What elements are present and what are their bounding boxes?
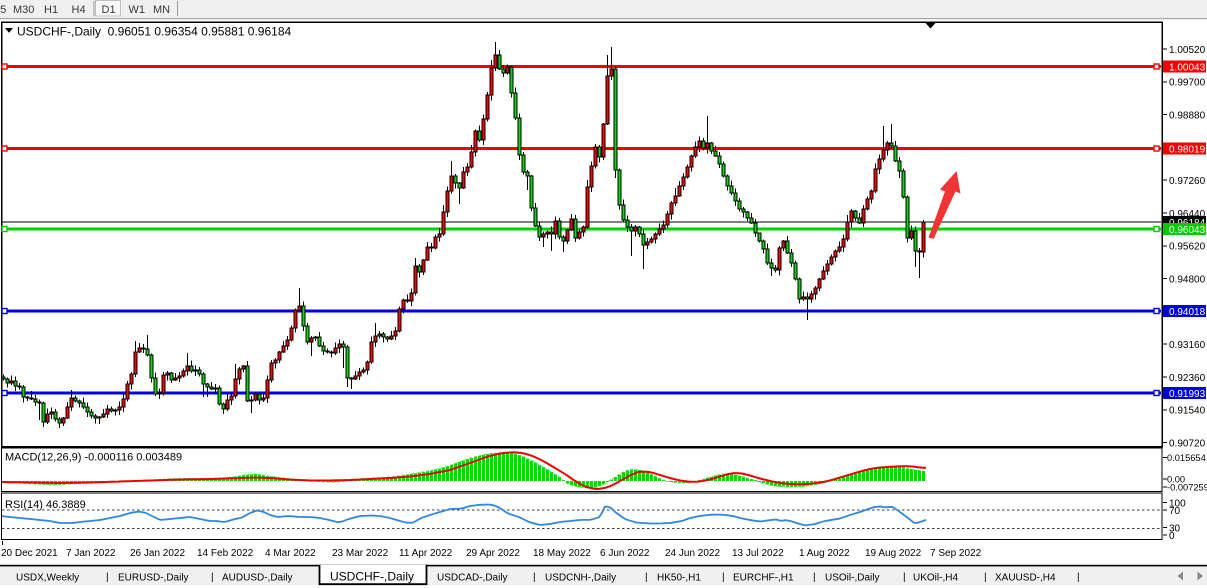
svg-text:11 Apr 2022: 11 Apr 2022: [399, 548, 453, 559]
svg-text:1 Aug 2022: 1 Aug 2022: [799, 548, 850, 559]
svg-text:20 Dec 2021: 20 Dec 2021: [1, 548, 58, 559]
svg-text:USDCAD-,Daily: USDCAD-,Daily: [437, 573, 508, 584]
svg-text:W1: W1: [129, 4, 146, 16]
svg-text:USDCHF-,Daily 0.96051 0.96354: USDCHF-,Daily 0.96051 0.96354 0.95881 0.…: [17, 25, 292, 39]
svg-text:D1: D1: [102, 4, 116, 16]
svg-text:H4: H4: [72, 4, 86, 16]
svg-text:MN: MN: [153, 4, 170, 16]
svg-text:13 Jul 2022: 13 Jul 2022: [732, 548, 784, 559]
svg-text:4 Mar 2022: 4 Mar 2022: [265, 548, 316, 559]
svg-text:0.91540: 0.91540: [1169, 406, 1206, 417]
svg-text:-0.007259: -0.007259: [1167, 482, 1207, 492]
svg-text:|: |: [722, 572, 725, 583]
svg-text:7 Sep 2022: 7 Sep 2022: [930, 548, 982, 559]
svg-text:0.94800: 0.94800: [1169, 274, 1206, 285]
svg-text:XAUUSD-,H4: XAUUSD-,H4: [995, 573, 1056, 584]
svg-text:USDCHF-,Daily: USDCHF-,Daily: [330, 570, 414, 584]
svg-text:0.96043: 0.96043: [1169, 225, 1206, 236]
svg-text:0.92360: 0.92360: [1169, 373, 1206, 384]
svg-text:EURCHF-,H1: EURCHF-,H1: [733, 573, 794, 584]
svg-text:HK50-,H1: HK50-,H1: [657, 573, 701, 584]
svg-text:70: 70: [1169, 506, 1181, 517]
svg-text:UKOil-,H4: UKOil-,H4: [913, 573, 958, 584]
svg-text:18 May 2022: 18 May 2022: [533, 548, 591, 559]
svg-text:|: |: [106, 572, 109, 583]
svg-text:USDCNH-,Daily: USDCNH-,Daily: [545, 573, 616, 584]
svg-text:|: |: [533, 572, 536, 583]
svg-text:0.91993: 0.91993: [1169, 389, 1206, 400]
svg-text:0.93160: 0.93160: [1169, 340, 1206, 351]
svg-text:23 Mar 2022: 23 Mar 2022: [332, 548, 389, 559]
svg-text:USOil-,Daily: USOil-,Daily: [825, 573, 879, 584]
svg-text:19 Aug 2022: 19 Aug 2022: [865, 548, 922, 559]
svg-text:RSI(14) 46.3889: RSI(14) 46.3889: [5, 499, 86, 511]
svg-text:|: |: [1077, 572, 1080, 583]
svg-text:0.95620: 0.95620: [1169, 242, 1206, 253]
svg-text:0.015654: 0.015654: [1167, 453, 1206, 463]
svg-text:0.00: 0.00: [1167, 474, 1185, 484]
svg-text:0.97260: 0.97260: [1169, 176, 1206, 187]
svg-text:0.94018: 0.94018: [1169, 307, 1206, 318]
svg-text:6 Jun 2022: 6 Jun 2022: [600, 548, 650, 559]
svg-text:0.96440: 0.96440: [1169, 209, 1206, 220]
svg-text:|: |: [903, 572, 906, 583]
svg-text:30: 30: [1169, 523, 1181, 534]
svg-text:|: |: [211, 572, 214, 583]
svg-text:0.99700: 0.99700: [1169, 78, 1206, 89]
svg-text:M5: M5: [0, 4, 6, 16]
svg-text:0.90720: 0.90720: [1169, 438, 1206, 449]
svg-text:M30: M30: [13, 4, 34, 16]
svg-text:0.98880: 0.98880: [1169, 110, 1206, 121]
svg-text:H1: H1: [44, 4, 58, 16]
svg-text:1.00520: 1.00520: [1169, 45, 1206, 56]
svg-text:26 Jan 2022: 26 Jan 2022: [130, 548, 185, 559]
svg-text:1.00043: 1.00043: [1169, 62, 1206, 73]
svg-text:14 Feb 2022: 14 Feb 2022: [197, 548, 254, 559]
svg-text:AUDUSD-,Daily: AUDUSD-,Daily: [222, 573, 293, 584]
svg-text:|: |: [645, 572, 648, 583]
svg-text:EURUSD-,Daily: EURUSD-,Daily: [118, 573, 189, 584]
svg-text:MACD(12,26,9) -0.000116 0.0034: MACD(12,26,9) -0.000116 0.003489: [5, 452, 182, 464]
svg-text:0: 0: [1169, 531, 1175, 542]
svg-text:|: |: [984, 572, 987, 583]
svg-text:24 Jun 2022: 24 Jun 2022: [665, 548, 720, 559]
svg-text:|: |: [813, 572, 816, 583]
svg-text:29 Apr 2022: 29 Apr 2022: [466, 548, 520, 559]
svg-text:7 Jan 2022: 7 Jan 2022: [66, 548, 116, 559]
svg-text:100: 100: [1169, 498, 1186, 509]
svg-text:USDX,Weekly: USDX,Weekly: [16, 573, 79, 584]
svg-text:0.98019: 0.98019: [1169, 144, 1206, 155]
